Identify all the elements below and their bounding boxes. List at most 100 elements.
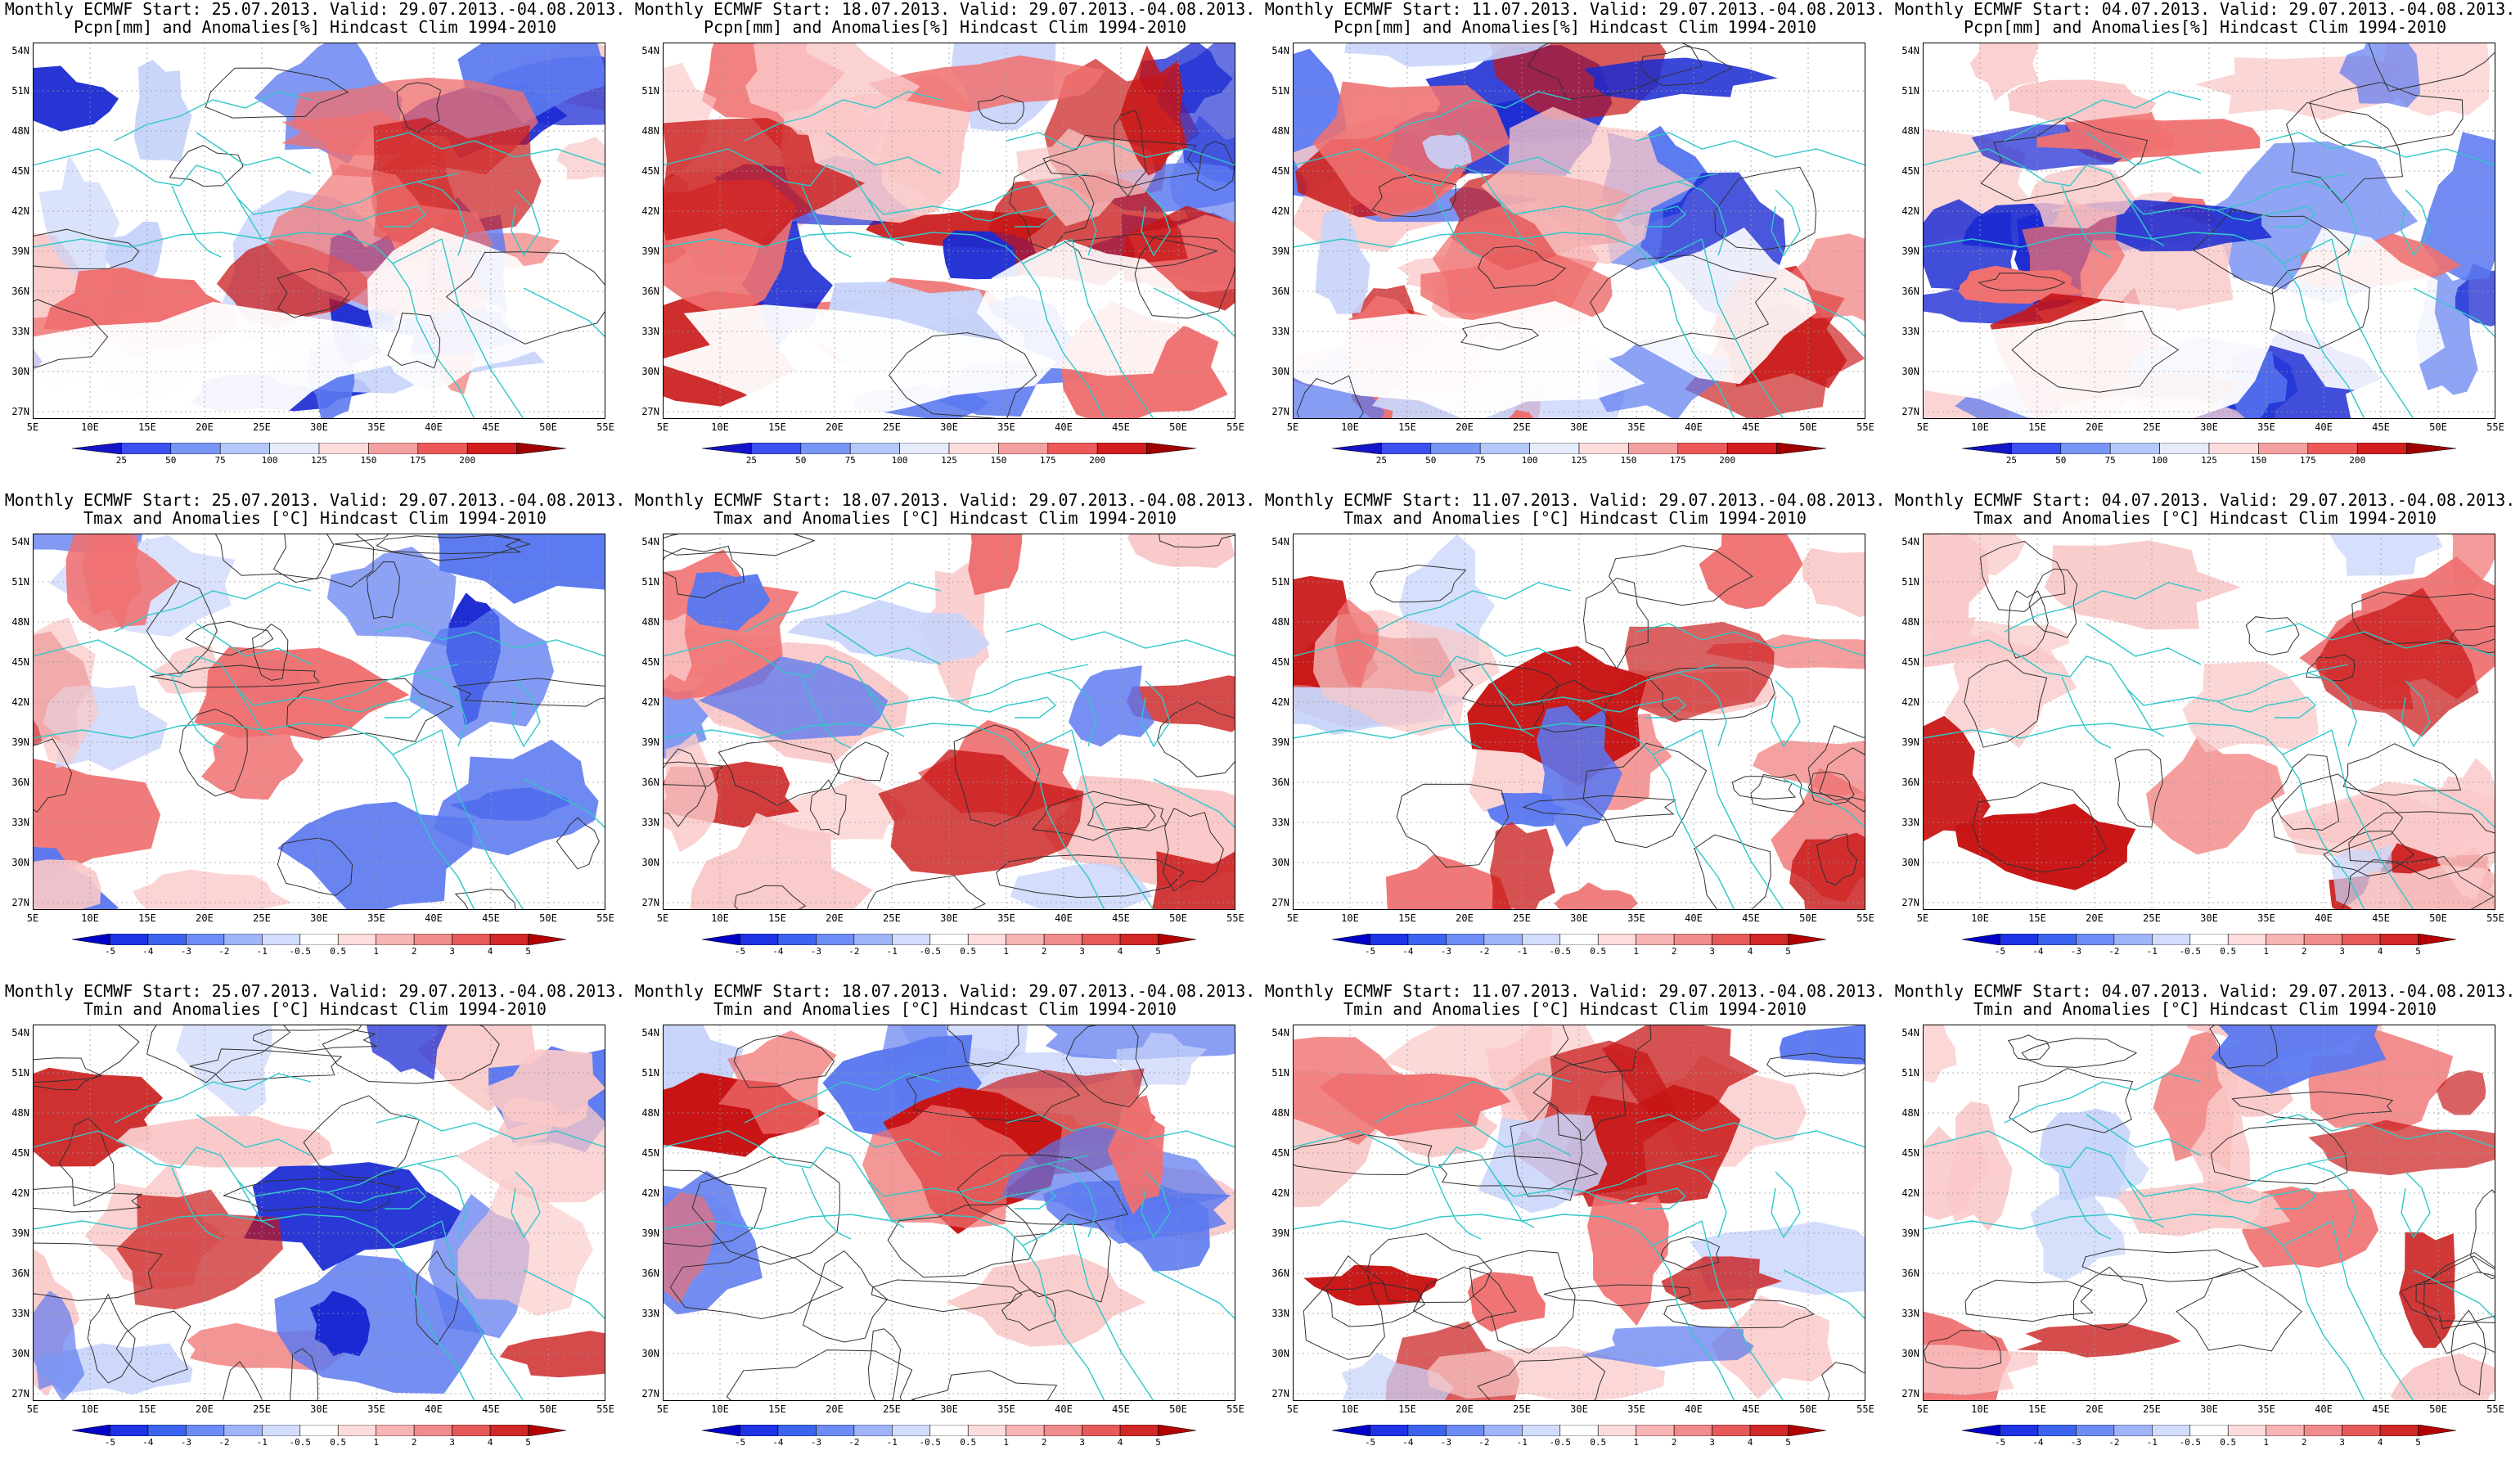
isoline	[387, 313, 441, 369]
latitude-tick-label: 48N	[641, 616, 659, 628]
isoline-group	[1293, 1025, 1865, 1401]
latitude-tick-label: 54N	[1901, 45, 1919, 56]
longitude-tick-label: 5E	[1916, 912, 1929, 924]
isoline	[2008, 590, 2049, 659]
latitude-tick-label: 54N	[11, 45, 29, 56]
coastline	[2216, 696, 2317, 718]
colorbar	[1331, 933, 1827, 946]
panel-title: Monthly ECMWF Start: 25.07.2013. Valid: …	[4, 981, 626, 1001]
coastline	[1153, 778, 1235, 829]
coastline	[1456, 1114, 1572, 1156]
latitude-tick-label: 51N	[1271, 576, 1289, 588]
isoline	[1923, 1329, 2002, 1369]
coastline-group	[1293, 91, 1865, 419]
coastline-group	[663, 91, 1235, 419]
colorbar-segment	[1673, 933, 1712, 946]
latitude-tick-label: 51N	[641, 85, 659, 97]
colorbar-arrow-high	[1776, 442, 1827, 455]
anomaly-patch	[1946, 1101, 2013, 1232]
colorbar-tick-label: 5	[525, 1437, 531, 1448]
colorbar-segment	[1430, 442, 1481, 455]
anomaly-patch	[201, 724, 304, 800]
anomaly-patch	[1127, 534, 1235, 568]
colorbar-tick-label: 0.5	[1590, 1437, 1607, 1448]
anomaly-patch	[1789, 832, 1865, 910]
longitude-tick-label: 55E	[596, 912, 614, 924]
colorbar-tick-label: 5	[2415, 1437, 2421, 1448]
isoline	[866, 875, 986, 910]
colorbar-tick-label: 25	[1375, 455, 1388, 466]
coastline	[1153, 287, 1235, 338]
coastline	[744, 582, 942, 633]
longitude-axis: 5E 10E 15E 20E 25E 30E 35E 40E 45E 50E 55E	[27, 1403, 614, 1417]
anomaly-patch	[1969, 43, 2040, 101]
isoline	[663, 534, 816, 556]
colorbar-tick-label: -1	[886, 1437, 898, 1448]
isoline	[2415, 1271, 2495, 1330]
colorbar-segment	[186, 1424, 225, 1437]
longitude-axis: 5E 10E 15E 20E 25E 30E 35E 40E 45E 50E 55E	[657, 912, 1244, 926]
anomaly-patch	[367, 1025, 448, 1081]
anomaly-patch	[862, 1105, 1038, 1228]
colorbar-segment	[1370, 1424, 1409, 1437]
colorbar-segment	[2342, 1424, 2381, 1437]
colorbar-tick-label: 100	[261, 455, 278, 466]
isoline	[376, 534, 522, 555]
coastline	[826, 1114, 942, 1156]
anomaly-patch	[663, 118, 866, 247]
colorbar-segment	[1578, 442, 1629, 455]
isoline	[33, 1186, 143, 1213]
coastline	[416, 672, 467, 747]
latitude-tick-label: 54N	[641, 45, 659, 56]
colorbar-tick-label: 4	[487, 946, 493, 957]
coastline	[523, 287, 605, 338]
forecast-panel-r2c0: Monthly ECMWF Start: 25.07.2013. Valid: …	[0, 982, 630, 1473]
longitude-tick-label: 35E	[2257, 1403, 2275, 1415]
panel-title: Monthly ECMWF Start: 25.07.2013. Valid: …	[4, 0, 626, 19]
coastline	[1022, 263, 1105, 419]
colorbar-arrow-high	[1158, 933, 1197, 946]
colorbar-segment	[2208, 442, 2259, 455]
anomaly-patch	[116, 1189, 283, 1310]
isoline	[1478, 246, 1567, 289]
coastline	[2401, 1171, 2431, 1239]
colorbar-tick-label: 0.5	[330, 946, 347, 957]
latitude-tick-label: 27N	[11, 406, 29, 417]
forecast-panel-r2c3: Monthly ECMWF Start: 04.07.2013. Valid: …	[1890, 982, 2520, 1473]
colorbar-segment	[816, 933, 855, 946]
coastline	[1456, 132, 1572, 174]
coastline	[523, 778, 605, 829]
coastline	[114, 91, 312, 142]
longitude-axis: 5E 10E 15E 20E 25E 30E 35E 40E 45E 50E 55E	[1917, 421, 2504, 435]
coastline	[33, 232, 443, 264]
forecast-panel-r1c0: Monthly ECMWF Start: 25.07.2013. Valid: …	[0, 491, 630, 982]
isoline	[726, 1349, 913, 1401]
coastline	[1374, 1073, 1572, 1124]
longitude-tick-label: 15E	[1398, 421, 1416, 433]
anomaly-patch	[686, 571, 771, 631]
isoline	[2351, 592, 2495, 646]
latitude-tick-label: 45N	[1271, 1147, 1289, 1159]
latitude-tick-label: 36N	[1901, 777, 1919, 788]
colorbar-segment	[2011, 442, 2062, 455]
colorbar-tick-label: -1	[2146, 946, 2158, 957]
coastline	[2126, 1179, 2165, 1228]
colorbar-tick-label: 5	[1785, 946, 1791, 957]
longitude-tick-label: 35E	[1627, 421, 1645, 433]
coastline	[2282, 1245, 2365, 1401]
latitude-tick-label: 42N	[641, 1187, 659, 1199]
anomaly-patch	[1699, 534, 1803, 610]
colorbar-tick-label: -3	[2070, 1437, 2081, 1448]
colorbar-segment	[2379, 1424, 2419, 1437]
latitude-tick-label: 39N	[1901, 736, 1919, 748]
anomaly-patch	[1923, 1025, 1957, 1083]
colorbar-labels: -5 -4 -3 -2 -1 -0.5 0.5 1 2 3 4 5	[1962, 946, 2456, 957]
longitude-tick-label: 20E	[826, 421, 844, 433]
longitude-tick-label: 25E	[883, 912, 901, 924]
colorbar-segment	[1043, 933, 1082, 946]
anomaly-patch	[867, 55, 1105, 113]
colorbar-tick-label: -2	[218, 946, 230, 957]
colorbar-arrow-high	[528, 933, 567, 946]
coastline-group	[663, 1073, 1235, 1401]
colorbar-segment	[751, 442, 802, 455]
